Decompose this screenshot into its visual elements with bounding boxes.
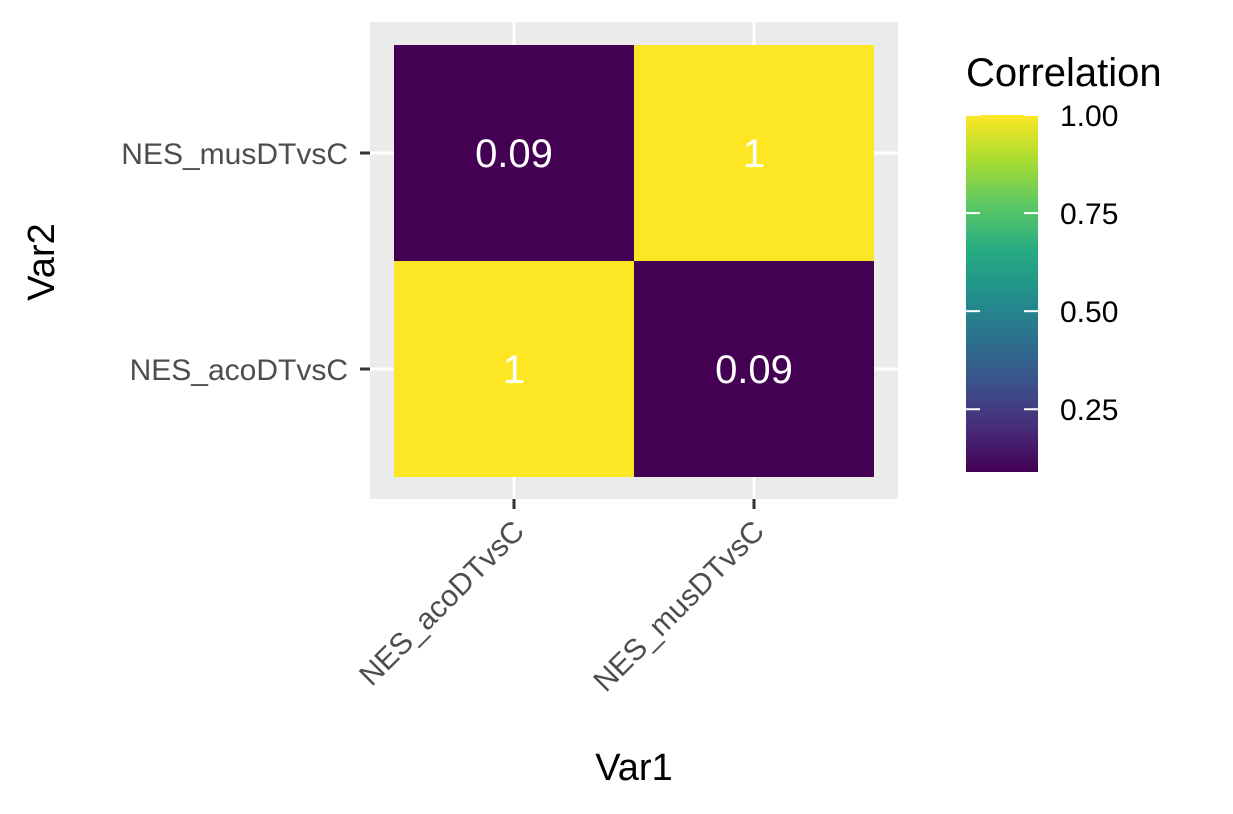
heatmap-cells [394, 45, 874, 477]
legend-ticks: 0.25 0.50 0.75 1.00 [966, 100, 1118, 427]
y-axis: NES_acoDTvsC NES_musDTvsC [121, 138, 370, 387]
x-tick-label: NES_musDTvsC [587, 515, 771, 699]
cell-value-label: 0.09 [715, 348, 793, 392]
legend-tick-label: 0.25 [1060, 394, 1118, 427]
x-axis-title: Var1 [595, 747, 672, 789]
heatmap-cell [634, 261, 874, 477]
legend-title: Correlation [966, 51, 1162, 95]
y-axis-title: Var2 [21, 223, 63, 300]
y-tick-label: NES_acoDTvsC [130, 354, 348, 387]
x-tick-label: NES_acoDTvsC [353, 515, 531, 693]
heatmap-cell [634, 45, 874, 261]
legend: Correlation 0.25 0.50 0.75 1.00 [966, 51, 1162, 472]
cell-labels: 1 0.09 0.09 1 [475, 132, 793, 392]
legend-colorbar [966, 115, 1038, 472]
cell-value-label: 1 [503, 348, 525, 392]
heatmap-cell [394, 261, 634, 477]
y-tick-label: NES_musDTvsC [121, 138, 348, 171]
legend-tick-label: 1.00 [1060, 100, 1118, 133]
x-axis: NES_acoDTvsC NES_musDTvsC [353, 499, 771, 698]
cell-value-label: 1 [743, 132, 765, 176]
legend-tick-label: 0.50 [1060, 296, 1118, 329]
cell-value-label: 0.09 [475, 132, 553, 176]
heatmap-cell [394, 45, 634, 261]
legend-tick-label: 0.75 [1060, 198, 1118, 231]
